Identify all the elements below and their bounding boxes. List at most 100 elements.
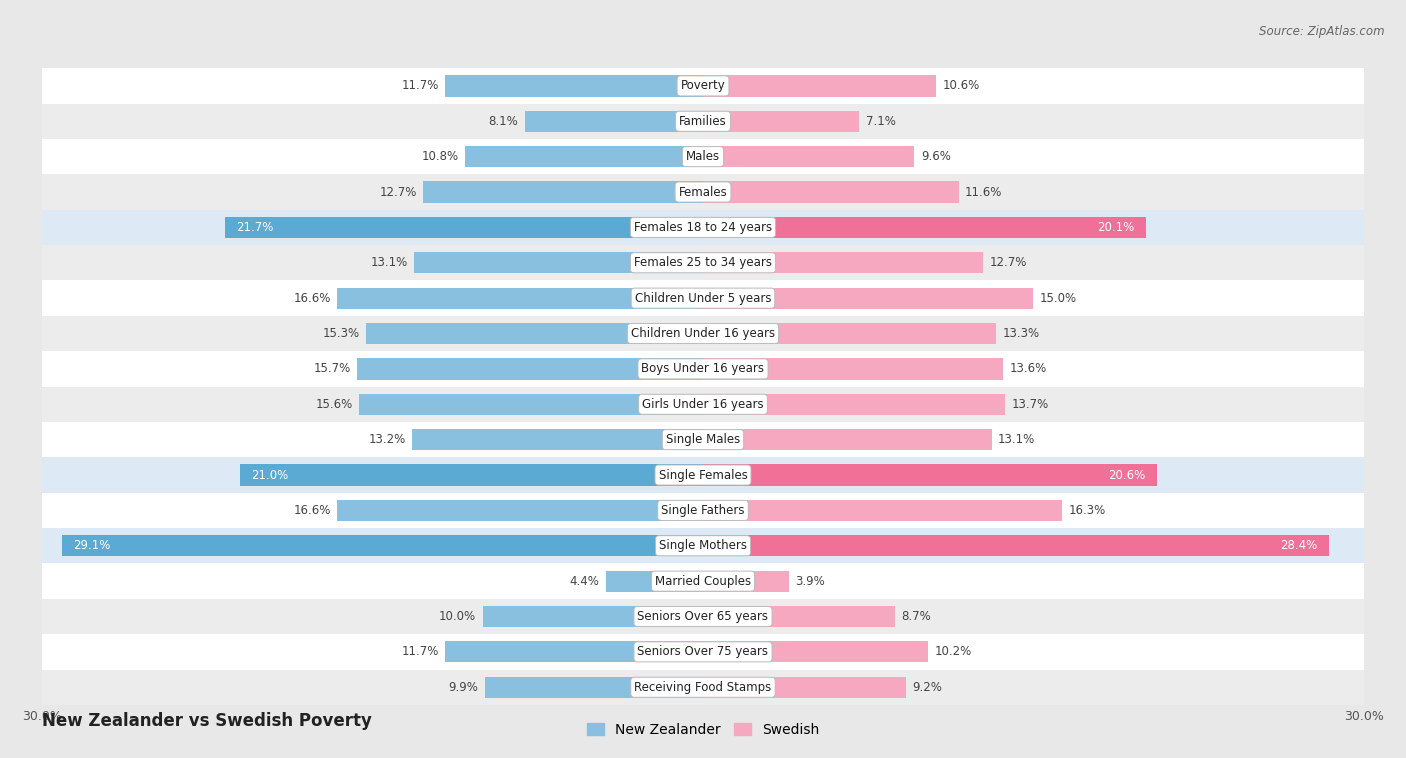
Bar [337,500,703,521]
Text: 11.7%: 11.7% [401,645,439,659]
Bar [42,280,1364,316]
Text: New Zealander vs Swedish Poverty: New Zealander vs Swedish Poverty [42,712,373,730]
Bar [42,139,1364,174]
Text: 20.6%: 20.6% [1108,468,1146,481]
Bar [703,606,894,627]
Bar [465,146,703,168]
Text: 15.6%: 15.6% [315,398,353,411]
Bar [412,429,703,450]
Text: 28.4%: 28.4% [1281,539,1317,553]
Text: 13.6%: 13.6% [1010,362,1046,375]
Bar [703,393,1005,415]
Text: 13.1%: 13.1% [998,433,1035,446]
Bar [62,535,703,556]
Text: 8.1%: 8.1% [488,114,517,128]
Text: Females 18 to 24 years: Females 18 to 24 years [634,221,772,234]
Text: 3.9%: 3.9% [796,575,825,587]
Text: Married Couples: Married Couples [655,575,751,587]
Text: 10.0%: 10.0% [439,610,477,623]
Bar [42,316,1364,351]
Text: Females 25 to 34 years: Females 25 to 34 years [634,256,772,269]
Text: 9.9%: 9.9% [449,681,478,694]
Bar [703,323,995,344]
Text: 7.1%: 7.1% [866,114,896,128]
Bar [42,634,1364,669]
Text: Children Under 16 years: Children Under 16 years [631,327,775,340]
Text: 15.7%: 15.7% [314,362,350,375]
Bar [703,217,1146,238]
Bar [42,351,1364,387]
Bar [42,493,1364,528]
Bar [42,387,1364,422]
Text: Boys Under 16 years: Boys Under 16 years [641,362,765,375]
Bar [366,323,703,344]
Text: Girls Under 16 years: Girls Under 16 years [643,398,763,411]
Text: 21.0%: 21.0% [252,468,288,481]
Text: 13.2%: 13.2% [368,433,405,446]
Bar [423,181,703,202]
Bar [360,393,703,415]
Text: Children Under 5 years: Children Under 5 years [634,292,772,305]
Bar [703,287,1033,309]
Bar [42,174,1364,210]
Text: 8.7%: 8.7% [901,610,931,623]
Bar [703,181,959,202]
Bar [42,563,1364,599]
Bar [703,500,1062,521]
Text: 20.1%: 20.1% [1098,221,1135,234]
Text: Single Females: Single Females [658,468,748,481]
Text: 15.3%: 15.3% [322,327,360,340]
Bar [606,571,703,592]
Text: 16.6%: 16.6% [294,504,330,517]
Bar [42,245,1364,280]
Bar [703,571,789,592]
Bar [485,677,703,698]
Text: 12.7%: 12.7% [990,256,1026,269]
Bar [42,104,1364,139]
Bar [703,535,1329,556]
Bar [42,68,1364,104]
Bar [703,75,936,96]
Text: 21.7%: 21.7% [236,221,273,234]
Bar [703,429,991,450]
Text: 15.0%: 15.0% [1040,292,1077,305]
Text: 12.7%: 12.7% [380,186,416,199]
Text: 10.2%: 10.2% [934,645,972,659]
Text: 29.1%: 29.1% [73,539,111,553]
Bar [703,677,905,698]
Text: 13.3%: 13.3% [1002,327,1039,340]
Bar [357,359,703,380]
Text: Receiving Food Stamps: Receiving Food Stamps [634,681,772,694]
Text: Poverty: Poverty [681,80,725,92]
Text: Males: Males [686,150,720,163]
Text: Single Males: Single Males [666,433,740,446]
Bar [42,210,1364,245]
Bar [703,465,1157,486]
Bar [415,252,703,274]
Bar [42,599,1364,634]
Bar [446,641,703,662]
Text: 16.6%: 16.6% [294,292,330,305]
Bar [703,146,914,168]
Bar [42,422,1364,457]
Legend: New Zealander, Swedish: New Zealander, Swedish [581,718,825,743]
Bar [225,217,703,238]
Text: 9.2%: 9.2% [912,681,942,694]
Bar [42,669,1364,705]
Bar [703,641,928,662]
Text: Seniors Over 75 years: Seniors Over 75 years [637,645,769,659]
Text: Source: ZipAtlas.com: Source: ZipAtlas.com [1260,25,1385,38]
Text: Families: Families [679,114,727,128]
Bar [42,528,1364,563]
Text: 10.6%: 10.6% [943,80,980,92]
Text: Seniors Over 65 years: Seniors Over 65 years [637,610,769,623]
Bar [703,111,859,132]
Text: 16.3%: 16.3% [1069,504,1107,517]
Text: 10.8%: 10.8% [422,150,458,163]
Text: 9.6%: 9.6% [921,150,950,163]
Text: Single Mothers: Single Mothers [659,539,747,553]
Text: Females: Females [679,186,727,199]
Bar [482,606,703,627]
Bar [703,252,983,274]
Text: Single Fathers: Single Fathers [661,504,745,517]
